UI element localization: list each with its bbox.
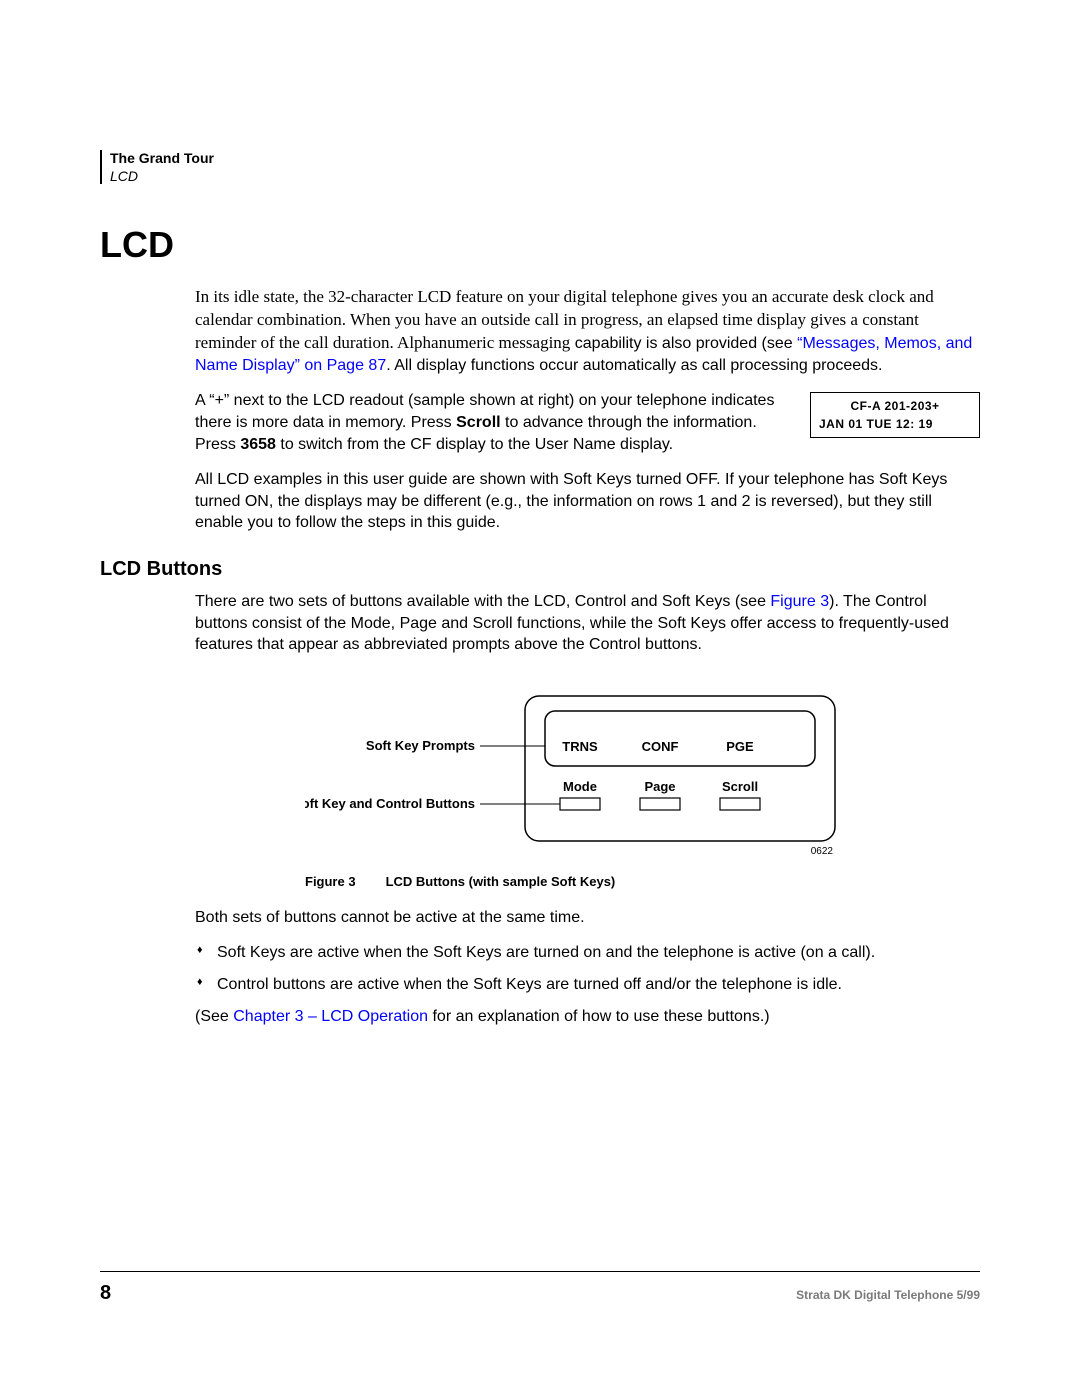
btn-page — [640, 798, 680, 810]
heading-lcd-buttons: LCD Buttons — [100, 558, 980, 581]
btn-mode — [560, 798, 600, 810]
prompt-conf: CONF — [642, 739, 679, 754]
figure-3: TRNS CONF PGE Mode Page Scroll Soft Key … — [195, 686, 980, 889]
figure-caption: Figure 3 LCD Buttons (with sample Soft Ke… — [305, 874, 980, 889]
code-3658: 3658 — [240, 436, 276, 453]
see-post: for an explanation of how to use these b… — [428, 1008, 770, 1025]
link-chapter-3[interactable]: Chapter 3 – LCD Operation — [233, 1008, 428, 1025]
plus-symbol: “+” — [209, 392, 229, 409]
footer-rule — [100, 1271, 980, 1272]
btnlabel-scroll: Scroll — [722, 779, 758, 794]
btnlabel-mode: Mode — [563, 779, 597, 794]
lcd-sample-line1: CF-A 201-203+ — [819, 397, 971, 415]
prompt-trns: TRNS — [562, 739, 598, 754]
intro-sans-pre: capability is also provided (see — [575, 335, 797, 352]
page-number: 8 — [100, 1282, 111, 1305]
figure-svg: TRNS CONF PGE Mode Page Scroll Soft Key … — [305, 686, 845, 856]
label-soft-key-prompts: Soft Key Prompts — [366, 738, 475, 753]
plus-pre: A — [195, 392, 209, 409]
body: In its idle state, the 32-character LCD … — [195, 286, 980, 534]
figure-number-small: 0622 — [811, 846, 834, 856]
figure-caption-label: Figure 3 — [305, 874, 356, 889]
intro-sans-post: . All display functions occur automatica… — [386, 357, 882, 374]
bullet-softkeys-active: Soft Keys are active when the Soft Keys … — [217, 942, 980, 964]
intro-paragraph: In its idle state, the 32-character LCD … — [195, 286, 980, 376]
page-footer: 8 Strata DK Digital Telephone 5/99 — [100, 1271, 980, 1305]
figure-caption-text: LCD Buttons (with sample Soft Keys) — [386, 874, 616, 889]
page-content: The Grand Tour LCD LCD In its idle state… — [100, 150, 980, 1041]
see-pre: (See — [195, 1008, 233, 1025]
lcd-sample-line2: JAN 01 TUE 12: 19 — [819, 415, 971, 433]
h2-para-pre: There are two sets of buttons available … — [195, 593, 770, 610]
header-chapter: The Grand Tour — [110, 150, 980, 166]
softkeys-off-paragraph: All LCD examples in this user guide are … — [195, 469, 980, 534]
see-chapter-paragraph: (See Chapter 3 – LCD Operation for an ex… — [195, 1006, 980, 1028]
plus-paragraph-block: CF-A 201-203+ JAN 01 TUE 12: 19 A “+” ne… — [195, 390, 980, 455]
link-figure-3[interactable]: Figure 3 — [770, 593, 829, 610]
running-header: The Grand Tour LCD — [100, 150, 980, 184]
bullet-list: Soft Keys are active when the Soft Keys … — [195, 942, 980, 995]
btnlabel-page: Page — [644, 779, 675, 794]
both-sets-paragraph: Both sets of buttons cannot be active at… — [195, 907, 980, 929]
lcd-sample-readout: CF-A 201-203+ JAN 01 TUE 12: 19 — [810, 392, 980, 438]
plus-end: to switch from the CF display to the Use… — [276, 436, 673, 453]
heading-lcd: LCD — [100, 224, 980, 266]
scroll-keyword: Scroll — [456, 414, 500, 431]
btn-scroll — [720, 798, 760, 810]
header-section: LCD — [110, 168, 980, 184]
bullet-control-active: Control buttons are active when the Soft… — [217, 974, 980, 996]
lcd-buttons-body: There are two sets of buttons available … — [195, 591, 980, 1027]
footer-doc-title: Strata DK Digital Telephone 5/99 — [796, 1288, 980, 1302]
prompt-pge: PGE — [726, 739, 754, 754]
label-soft-key-control-buttons: Soft Key and Control Buttons — [305, 796, 475, 811]
lcd-buttons-intro: There are two sets of buttons available … — [195, 591, 980, 656]
